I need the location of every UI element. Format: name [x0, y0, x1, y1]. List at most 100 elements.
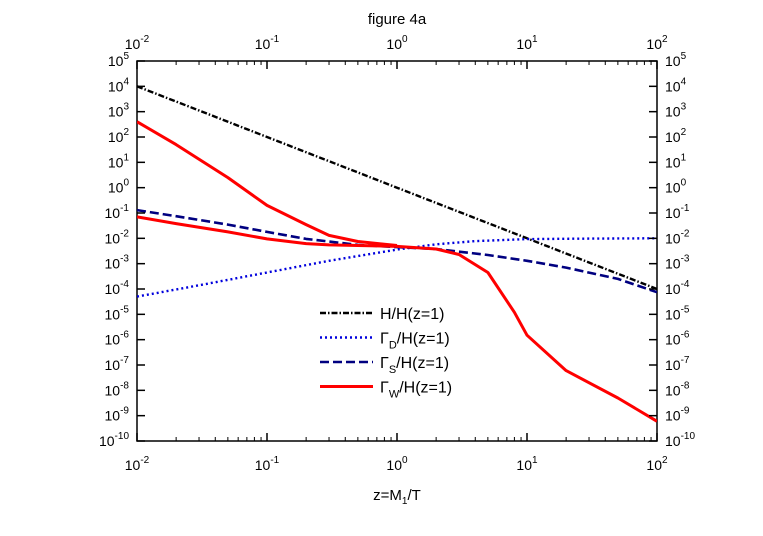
series-gw-line-1 [137, 215, 657, 423]
y-tick-label-right-exponent: -10 [681, 431, 696, 442]
x-tick-label-top-exponent: 2 [662, 34, 668, 45]
y-tick-label-left-base: 10 [105, 382, 121, 398]
legend: H/H(z=1)ΓD/H(z=1)ΓS/H(z=1)ΓW/H(z=1) [320, 306, 452, 401]
y-tick-label-left-base: 10 [108, 154, 124, 170]
y-tick-label-right-exponent: -2 [681, 228, 690, 239]
x-axis-label-main: z=M [373, 487, 402, 504]
y-tick-label-right-exponent: 4 [681, 76, 687, 87]
y-tick-label-right-exponent: -5 [681, 304, 690, 315]
y-tick-label-right-exponent: -9 [681, 406, 690, 417]
y-tick-label-right-base: 10 [665, 281, 681, 297]
legend-label-gd-subscript: D [389, 340, 397, 352]
y-tick-label-left-base: 10 [108, 180, 124, 196]
legend-label-gd: ΓD/H(z=1) [380, 331, 450, 352]
y-tick-label-left-exponent: -2 [120, 228, 129, 239]
y-tick-label-left: 102 [108, 127, 130, 145]
chart-title: figure 4a [368, 11, 427, 28]
legend-label-gd-tail: /H(z=1) [397, 331, 450, 348]
x-tick-label-top: 101 [516, 34, 538, 52]
y-tick-label-left: 10-7 [105, 355, 130, 373]
y-tick-label-right: 10-9 [665, 406, 690, 424]
legend-label-gs-main: Γ [380, 355, 389, 372]
y-tick-label-left-exponent: -9 [120, 406, 129, 417]
y-tick-label-left: 10-1 [105, 203, 130, 221]
y-tick-label-left: 10-2 [105, 228, 130, 246]
y-tick-label-left-exponent: -4 [120, 279, 129, 290]
series-h-line [137, 85, 657, 291]
x-tick-label-bottom-exponent: 1 [532, 455, 538, 466]
x-tick-label-bottom-base: 10 [386, 457, 402, 473]
x-tick-label-bottom: 101 [516, 455, 538, 473]
x-tick-label-top-base: 10 [516, 36, 532, 52]
y-tick-label-right: 100 [665, 178, 687, 196]
series-lines [137, 85, 657, 423]
x-tick-label-bottom-exponent: 0 [402, 455, 408, 466]
x-tick-label-bottom-exponent: -2 [140, 455, 149, 466]
y-tick-label-left-base: 10 [105, 281, 121, 297]
y-tick-label-left: 10-9 [105, 406, 130, 424]
y-tick-label-right-exponent: -4 [681, 279, 690, 290]
x-tick-label-bottom: 10-2 [125, 455, 150, 473]
y-tick-label-right-exponent: 5 [681, 51, 687, 62]
y-tick-label-right-base: 10 [665, 104, 681, 120]
y-tick-label-left: 10-10 [99, 431, 129, 449]
x-tick-label-bottom-base: 10 [646, 457, 662, 473]
y-tick-label-right-base: 10 [665, 433, 681, 449]
legend-label-h-main: H/H(z=1) [380, 306, 444, 323]
series-gd-line [137, 237, 657, 298]
y-tick-label-right-exponent: 3 [681, 102, 687, 113]
legend-label-gs-tail: /H(z=1) [396, 355, 449, 372]
y-tick-label-left-base: 10 [105, 306, 121, 322]
x-tick-label-top-exponent: -1 [270, 34, 279, 45]
y-tick-label-right: 10-8 [665, 380, 690, 398]
y-tick-label-left-exponent: 4 [123, 76, 129, 87]
y-tick-label-left-base: 10 [105, 230, 121, 246]
y-tick-label-right-base: 10 [665, 306, 681, 322]
y-tick-label-right-base: 10 [665, 205, 681, 221]
y-tick-label-left-base: 10 [108, 104, 124, 120]
x-tick-label-bottom-exponent: 2 [662, 455, 668, 466]
x-tick-label-bottom: 100 [386, 455, 408, 473]
x-axis-label: z=M1/T [373, 487, 421, 507]
y-tick-label-right-exponent: 0 [681, 178, 687, 189]
y-tick-label-left-exponent: -3 [120, 254, 129, 265]
x-tick-label-top: 100 [386, 34, 408, 52]
x-tick-label-top: 10-1 [255, 34, 280, 52]
y-tick-label-left-exponent: -8 [120, 380, 129, 391]
y-tick-label-left-base: 10 [105, 408, 121, 424]
x-tick-label-bottom: 10-1 [255, 455, 280, 473]
y-tick-label-left-exponent: -6 [120, 330, 129, 341]
y-tick-label-left: 10-6 [105, 330, 130, 348]
y-tick-label-right-base: 10 [665, 408, 681, 424]
x-tick-label-top-base: 10 [125, 36, 141, 52]
x-tick-label-top-exponent: 0 [402, 34, 408, 45]
y-tick-label-right: 10-7 [665, 355, 690, 373]
y-tick-label-left: 10-3 [105, 254, 130, 272]
y-tick-label-right: 104 [665, 76, 687, 94]
x-tick-label-top: 10-2 [125, 34, 150, 52]
legend-label-gw-subscript: W [389, 389, 400, 401]
y-tick-label-right-exponent: -1 [681, 203, 690, 214]
x-tick-label-top-exponent: 1 [532, 34, 538, 45]
y-tick-label-right-exponent: -6 [681, 330, 690, 341]
y-tick-label-right: 10-2 [665, 228, 690, 246]
y-tick-label-right: 10-10 [665, 431, 695, 449]
y-tick-label-right-base: 10 [665, 357, 681, 373]
y-tick-label-right: 101 [665, 152, 687, 170]
y-tick-label-left-exponent: 5 [123, 51, 129, 62]
x-tick-label-bottom-base: 10 [125, 457, 141, 473]
y-tick-label-left: 103 [108, 102, 130, 120]
y-tick-label-left: 10-8 [105, 380, 130, 398]
y-tick-label-right-base: 10 [665, 53, 681, 69]
y-tick-label-right-exponent: -7 [681, 355, 690, 366]
y-tick-label-right: 10-4 [665, 279, 690, 297]
y-tick-label-left: 100 [108, 178, 130, 196]
y-tick-label-right-base: 10 [665, 332, 681, 348]
y-tick-label-right: 103 [665, 102, 687, 120]
legend-label-gw: ΓW/H(z=1) [380, 380, 452, 401]
series-gw-line-2 [137, 120, 398, 247]
x-tick-label-top-base: 10 [255, 36, 271, 52]
y-tick-label-left: 105 [108, 51, 130, 69]
y-tick-label-left-base: 10 [108, 129, 124, 145]
